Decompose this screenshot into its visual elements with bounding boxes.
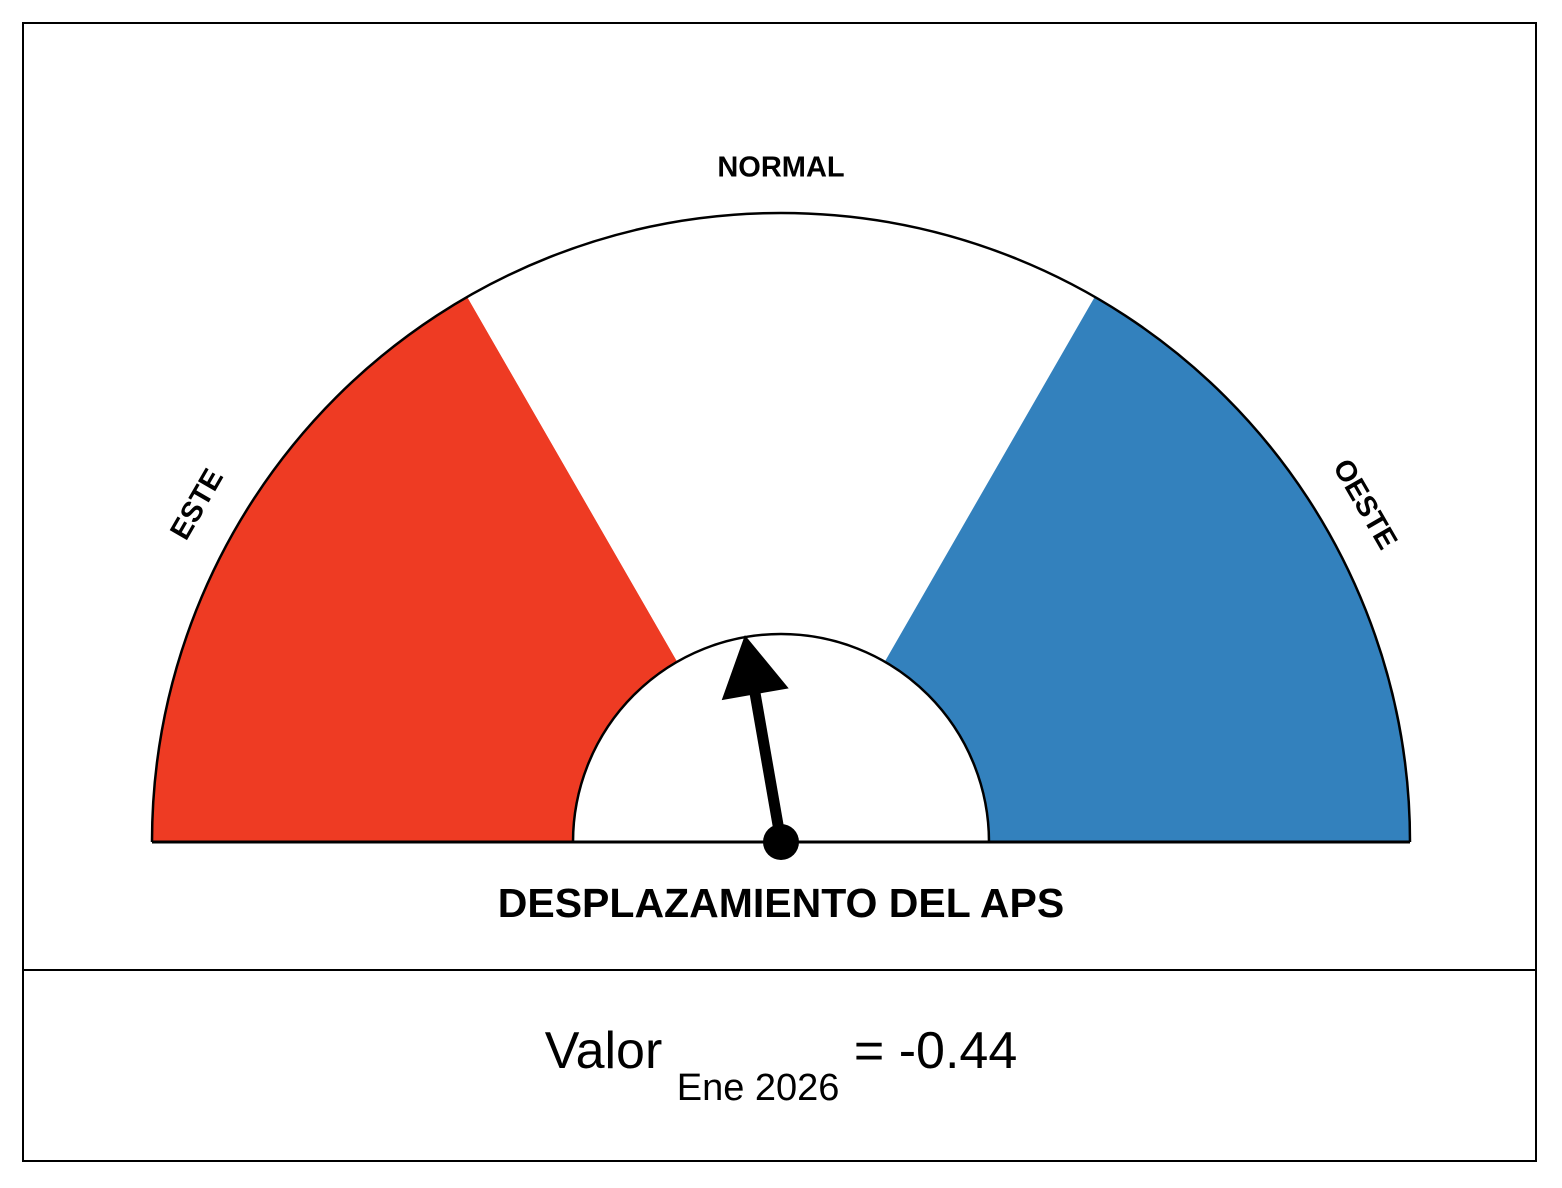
needle-pivot: [763, 824, 799, 860]
zone-label-este: ESTE: [164, 464, 230, 546]
needle-arrowhead: [721, 635, 789, 701]
zone-label-oeste: OESTE: [1326, 454, 1403, 555]
gauge-outer-arc: [150, 211, 1412, 843]
gauge-inner-hub: [571, 632, 991, 844]
gauge-needle: [721, 635, 799, 860]
needle-shaft: [748, 685, 787, 843]
readout-period: Ene 2026: [676, 1067, 840, 1109]
zone-label-normal: NORMAL: [717, 152, 844, 184]
chart-frame: [22, 22, 1537, 1162]
gauge-title: DESPLAZAMIENTO DEL APS: [498, 880, 1064, 926]
readout-value: = -0.44: [839, 1022, 1018, 1080]
readout-prefix: Valor: [544, 1022, 677, 1080]
gauge-zone-normal: [467, 213, 1095, 843]
value-readout: Valor Ene 2026 = -0.44: [0, 1022, 1562, 1107]
frame-divider: [22, 969, 1537, 971]
